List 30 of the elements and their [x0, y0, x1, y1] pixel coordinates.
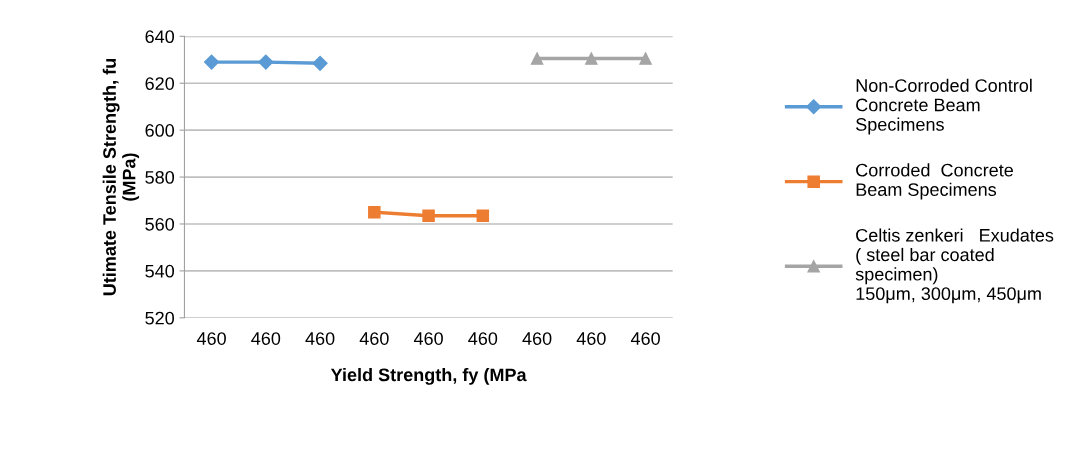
x-tick-label: 460 [196, 332, 226, 345]
x-tick-label: 460 [305, 332, 335, 345]
point [204, 54, 220, 70]
y-axis-title: Utimate Tensile Strength, fu (MPa) [102, 59, 140, 296]
point [368, 205, 381, 219]
x-tick-label: 460 [251, 332, 281, 345]
point [639, 52, 652, 65]
y-tick-label: 640 [145, 30, 175, 44]
y-tick-label: 580 [145, 170, 175, 184]
point [422, 209, 435, 223]
y-tick-label: 520 [145, 311, 175, 325]
point [312, 55, 328, 71]
point [530, 52, 544, 65]
point [585, 52, 598, 65]
point [476, 209, 490, 223]
x-tick-label: 460 [413, 332, 443, 345]
x-tick-label: 460 [359, 332, 389, 345]
legend-label: Corroded Concrete Beam Specimens [856, 163, 1013, 200]
y-tick-label: 600 [145, 124, 175, 137]
x-tick-label: 460 [522, 332, 552, 345]
legend-label: Non-Corroded Control Concrete Beam Specimens [856, 78, 1032, 135]
y-tick-label: 540 [145, 264, 175, 278]
x-tick-label: 460 [630, 332, 660, 345]
x-tick-label: 460 [468, 332, 498, 345]
point [258, 54, 274, 70]
legend-label: Celtis zenkeri Exudates ( steel bar coated specimen) 150μm, 300μm, 450μm [855, 228, 1054, 304]
y-tick-label: 560 [145, 217, 175, 231]
x-tick-label: 460 [576, 332, 606, 345]
y-tick-label: 620 [145, 77, 175, 90]
x-axis-title: Yield Strength, fy (MPa [330, 367, 527, 385]
